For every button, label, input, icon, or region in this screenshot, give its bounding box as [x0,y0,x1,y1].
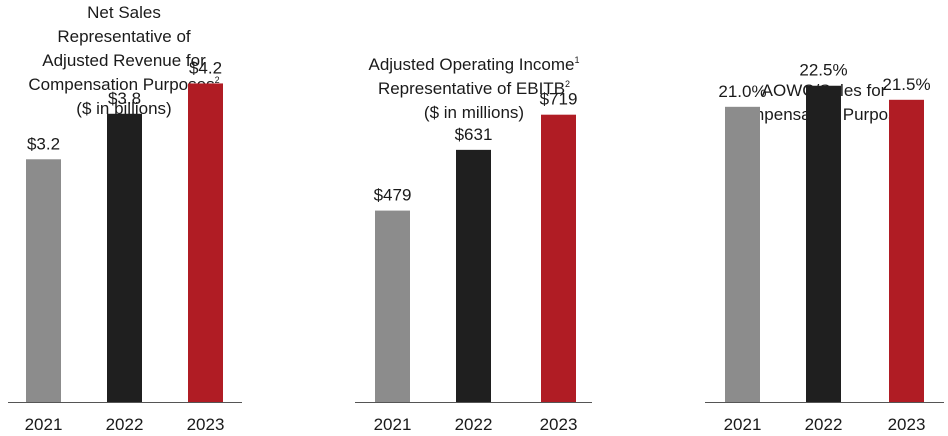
bar-2021 [725,106,760,403]
chart-1-title-line: Adjusted Revenue for [42,51,206,70]
footnote-marker: 1 [575,55,580,65]
x-tick-label-2022: 2022 [805,415,843,434]
data-label-2021: $3.2 [27,134,60,153]
footnote-marker: 2 [215,75,220,85]
bar-2022 [806,85,841,402]
footnote-marker: 2 [565,79,570,89]
data-label-2023: 21.5% [882,75,930,94]
chart-title-text: Compensation Purposes [28,75,214,94]
bar-2023 [889,99,924,402]
chart-1-title-line: Compensation Purposes2 [28,75,219,94]
chart-title-text: Adjusted Revenue for [42,51,206,70]
data-label-2022: 22.5% [799,61,847,80]
data-label-2022: $631 [455,125,493,144]
data-label-2023: $4.2 [189,58,222,77]
chart-1-title-line: Representative of [57,27,191,46]
data-label-2021: 21.0% [718,82,766,101]
data-label-2021: $479 [374,186,412,205]
x-tick-label-2022: 2022 [455,415,493,434]
bar-2021 [26,159,61,402]
x-tick-label-2023: 2023 [540,415,578,434]
data-label-2023: $719 [540,90,578,109]
chart-2-title-line: Representative of EBITB2 [378,79,570,98]
bar-2022 [107,113,142,402]
bar-2021 [375,210,410,402]
x-tick-label-2021: 2021 [25,415,63,434]
x-tick-label-2023: 2023 [888,415,926,434]
bar-2022 [456,149,491,402]
bar-2023 [541,114,576,402]
chart-1-title-line: ($ in billions) [76,99,171,118]
bar-2023 [188,83,223,402]
chart-title-text: Net Sales [87,3,161,22]
x-tick-label-2022: 2022 [106,415,144,434]
x-tick-label-2021: 2021 [724,415,762,434]
chart-1-title-line: Net Sales [87,3,161,22]
chart-2-title-line: ($ in millions) [424,103,524,122]
chart-title-text: Adjusted Operating Income [368,55,574,74]
chart-2-title-line: Adjusted Operating Income1 [368,55,579,74]
chart-title-text: ($ in millions) [424,103,524,122]
chart-title-text: ($ in billions) [76,99,171,118]
chart-title-text: Representative of EBITB [378,79,565,98]
data-label-2022: $3.8 [108,89,141,108]
chart-title-text: Representative of [57,27,191,46]
x-tick-label-2023: 2023 [187,415,225,434]
x-tick-label-2021: 2021 [374,415,412,434]
